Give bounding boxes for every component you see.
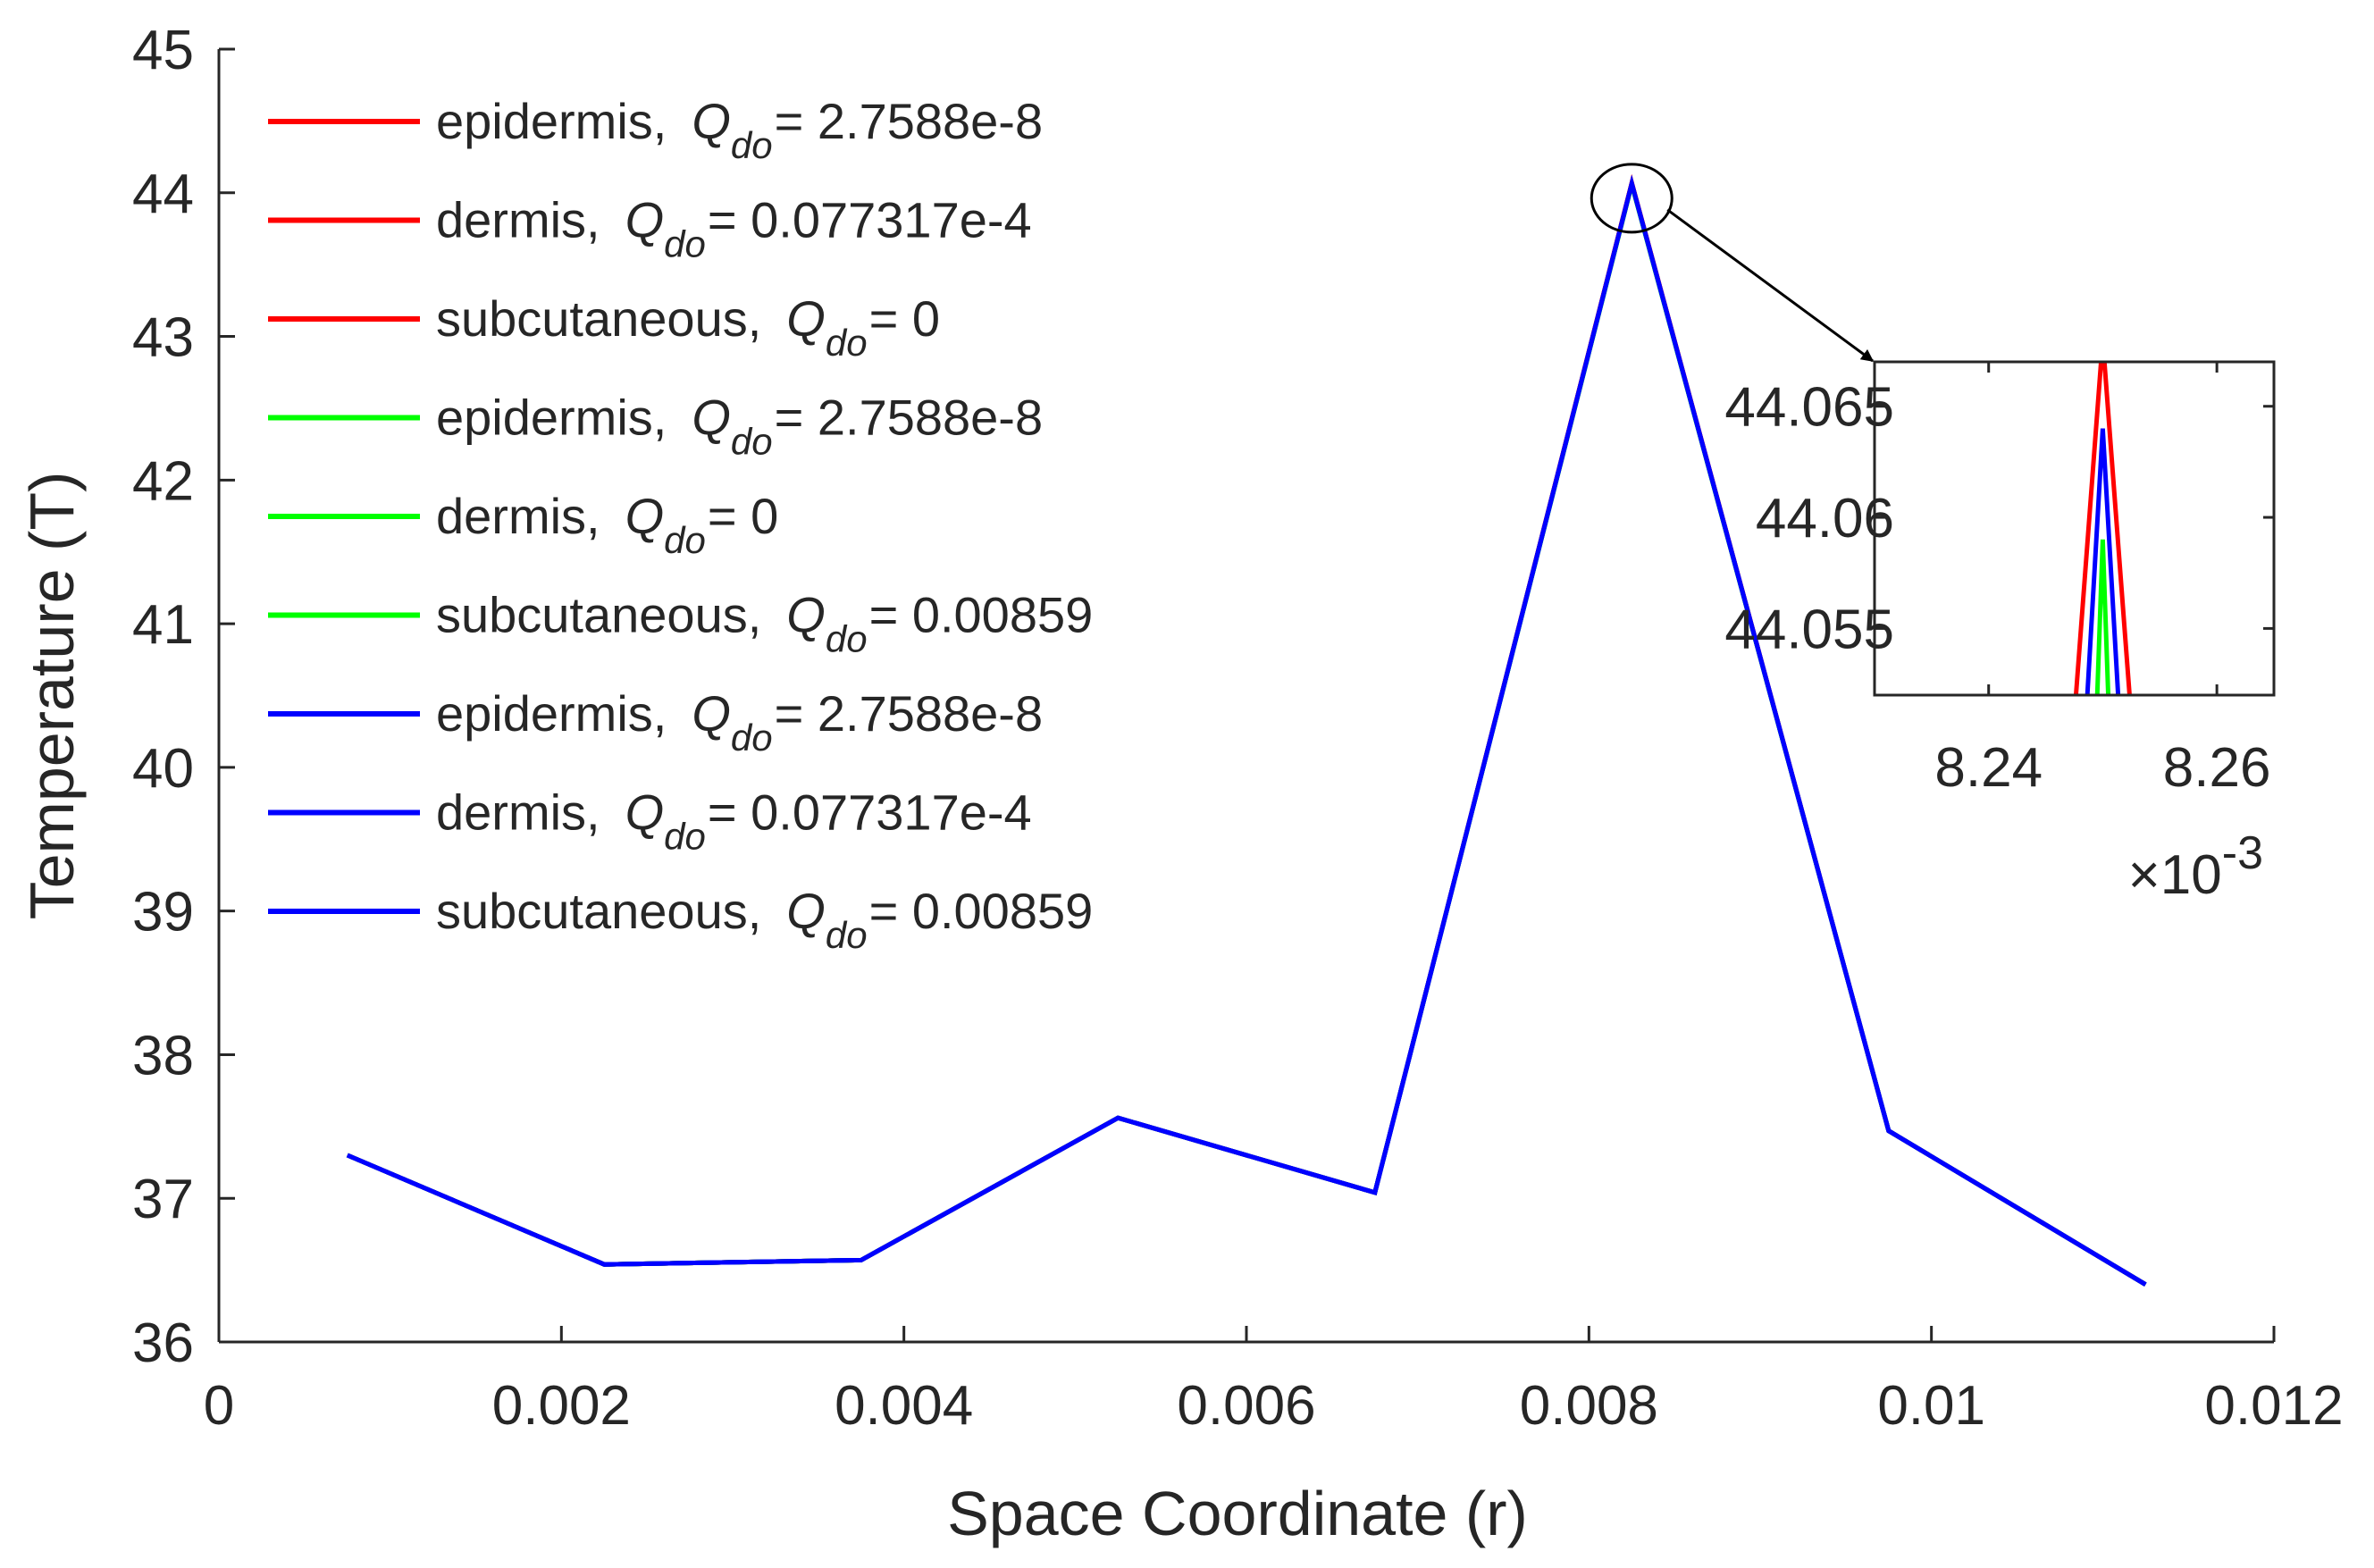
legend-label: subcutaneous, Qdo= 0.00859 (436, 883, 1093, 956)
legend-entry: dermis, Qdo= 0.077317e-4 (268, 784, 1032, 858)
legend-subscript: do (731, 421, 773, 463)
legend-label: dermis, Qdo= 0 (436, 488, 778, 561)
y-tick-label: 44 (132, 164, 194, 225)
legend-entry: dermis, Qdo= 0.077317e-4 (268, 192, 1032, 265)
inset-background (1875, 362, 2274, 695)
series-layer (346, 173, 2147, 1287)
series-line-9 (346, 174, 2147, 1287)
y-tick-label: 42 (132, 450, 194, 512)
legend-value: = 0.077317e-4 (708, 192, 1032, 248)
x-tick-label: 0.006 (1177, 1375, 1315, 1437)
y-axis-title: Temperature (T) (17, 472, 87, 920)
x-tick-label: 0.004 (835, 1375, 973, 1437)
legend-entry: epidermis, Qdo= 2.7588e-8 (268, 390, 1043, 463)
peak-ellipse (1590, 163, 1674, 234)
legend-prefix: dermis, (436, 784, 600, 841)
legend-subscript: do (664, 223, 706, 265)
axes: 0 0.002 0.004 0.006 0.008 0.01 0.012 36 37 38 39 40… (17, 20, 2344, 1548)
zoom-inset: 8.24 8.26 44.055 44.06 44.065 ×10-3 (1724, 360, 2276, 906)
legend-subscript: do (826, 914, 868, 956)
legend-label: epidermis, Qdo= 2.7588e-8 (436, 93, 1043, 166)
inset-peak-line-2 (2085, 428, 2121, 695)
inset-x-tick-label: 8.24 (1934, 737, 2043, 799)
inset-peak-line-3 (2094, 539, 2111, 695)
inset-x-tick-label: 8.26 (2163, 737, 2271, 799)
annotation (1590, 163, 1875, 363)
legend-prefix: epidermis, (436, 685, 667, 742)
x-tick-label: 0.01 (1877, 1375, 1985, 1437)
inset-frame (1873, 360, 2276, 697)
legend-value: = 2.7588e-8 (775, 390, 1043, 446)
y-tick-label: 40 (132, 738, 194, 800)
inset-multiplier-base: ×10 (2128, 844, 2222, 906)
legend-prefix: subcutaneous, (436, 587, 761, 643)
legend-value: = 0.00859 (869, 587, 1094, 643)
inset-y-tick-label: 44.06 (1756, 488, 1894, 549)
legend-value: = 2.7588e-8 (775, 93, 1043, 149)
legend-subscript: do (664, 519, 706, 561)
legend-label: dermis, Qdo= 0.077317e-4 (436, 192, 1032, 265)
legend-subscript: do (826, 618, 868, 660)
legend-prefix: dermis, (436, 488, 600, 544)
legend-symbol: Q (692, 93, 731, 149)
inset-y-tick-label: 44.055 (1724, 599, 1894, 660)
inset-multiplier-exponent: -3 (2222, 827, 2263, 879)
legend-prefix: subcutaneous, (436, 290, 761, 347)
inset-series-layer (2073, 362, 2132, 695)
y-tick-label: 39 (132, 882, 194, 943)
legend-prefix: epidermis, (436, 93, 667, 149)
y-tick-label: 36 (132, 1312, 194, 1374)
legend-label: subcutaneous, Qdo= 0 (436, 290, 940, 364)
y-tick-label: 41 (132, 594, 194, 656)
y-tick-label: 37 (132, 1169, 194, 1230)
legend-symbol: Q (786, 883, 826, 939)
legend-symbol: Q (692, 390, 731, 446)
legend-symbol: Q (786, 290, 826, 347)
y-tick-label: 38 (132, 1025, 194, 1086)
legend-value: = 0 (869, 290, 940, 347)
x-tick-label: 0.008 (1520, 1375, 1658, 1437)
legend-entry: dermis, Qdo= 0 (268, 488, 778, 561)
y-tick-label: 45 (132, 20, 194, 81)
legend-value: = 0.00859 (869, 883, 1094, 939)
legend-subscript: do (664, 816, 706, 858)
inset-x-multiplier: ×10-3 (2128, 827, 2263, 906)
legend-value: = 2.7588e-8 (775, 685, 1043, 742)
legend-symbol: Q (625, 192, 665, 248)
legend-value: = 0 (708, 488, 778, 544)
inset-peak-line-1 (2073, 362, 2132, 695)
zoom-arrow (1666, 208, 1875, 363)
legend-subscript: do (731, 717, 773, 759)
legend-prefix: subcutaneous, (436, 883, 761, 939)
legend-symbol: Q (692, 685, 731, 742)
legend-symbol: Q (786, 587, 826, 643)
legend-prefix: epidermis, (436, 390, 667, 446)
legend-entry: epidermis, Qdo= 2.7588e-8 (268, 685, 1043, 759)
x-tick-label: 0 (204, 1375, 234, 1437)
legend-label: epidermis, Qdo= 2.7588e-8 (436, 685, 1043, 759)
inset-y-tick-label: 44.065 (1724, 377, 1894, 439)
legend-subscript: do (731, 124, 773, 166)
y-tick-label: 43 (132, 307, 194, 369)
legend-subscript: do (826, 322, 868, 364)
x-tick-label: 0.012 (2204, 1375, 2343, 1437)
legend-entry: epidermis, Qdo= 2.7588e-8 (268, 93, 1043, 166)
legend-value: = 0.077317e-4 (708, 784, 1032, 841)
x-axis-title: Space Coordinate (r) (947, 1479, 1528, 1548)
x-tick-label: 0.002 (492, 1375, 631, 1437)
legend-label: epidermis, Qdo= 2.7588e-8 (436, 390, 1043, 463)
legend-label: subcutaneous, Qdo= 0.00859 (436, 587, 1093, 660)
legend-prefix: dermis, (436, 192, 600, 248)
legend-entry: subcutaneous, Qdo= 0.00859 (268, 587, 1093, 660)
legend-entry: subcutaneous, Qdo= 0.00859 (268, 883, 1093, 956)
legend-label: dermis, Qdo= 0.077317e-4 (436, 784, 1032, 858)
legend-symbol: Q (625, 488, 665, 544)
legend-symbol: Q (625, 784, 665, 841)
legend-entry: subcutaneous, Qdo= 0 (268, 290, 940, 364)
